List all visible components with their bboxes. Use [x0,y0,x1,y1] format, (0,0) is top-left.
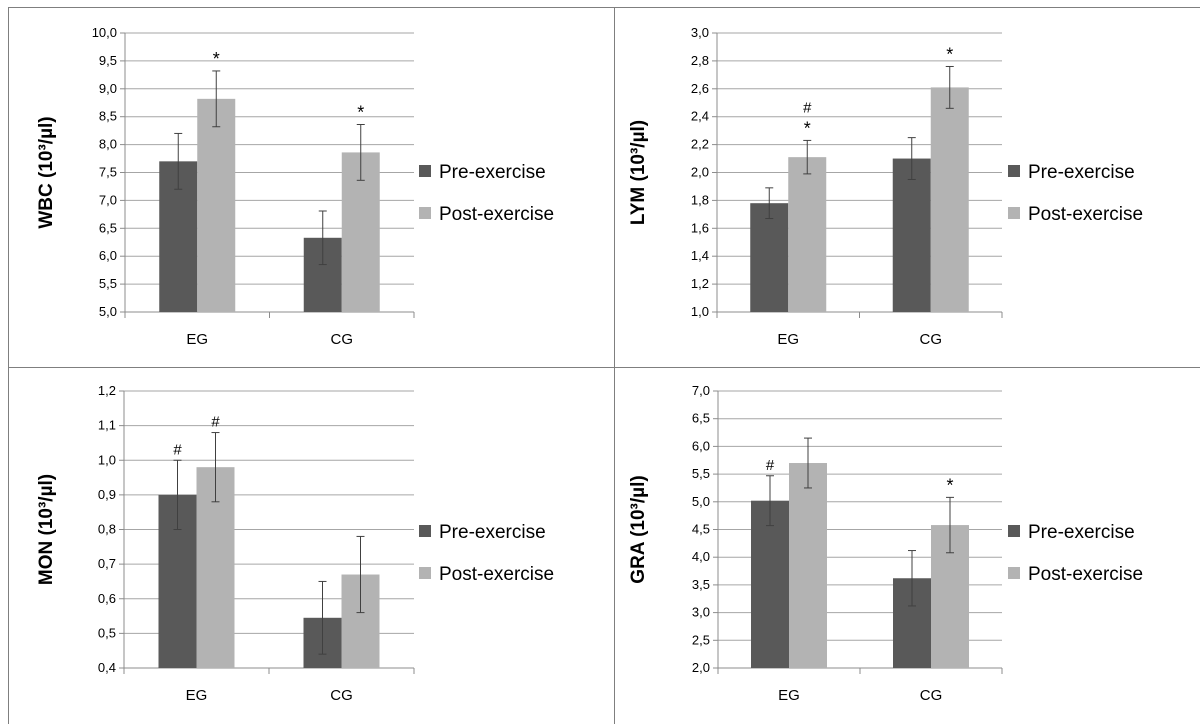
y-tick-label: 9,5 [99,53,117,68]
significance-mark: * [213,49,220,69]
significance-mark: # [173,441,182,458]
y-tick-label: 5,0 [692,494,710,509]
y-tick-label: 6,0 [692,438,710,453]
bar-pre-eg [750,203,789,312]
wbc-chart-svg: 5,0 5,5 6,0 6,5 7,0 7,5 8,0 8,5 9,0 9,5 10,0 EG * CG *… [36,25,554,348]
legend-swatch-post [419,207,431,219]
y-tick-label: 5,5 [692,466,710,481]
significance-mark: * [357,103,364,123]
y-tick-label: 4,5 [692,522,710,537]
y-tick-label: 1,0 [691,304,709,319]
y-tick-label: 8,0 [99,137,117,152]
bar-post-eg [789,463,827,668]
y-tick-label: 2,0 [692,660,710,675]
significance-mark: * [946,44,953,64]
significance-mark: # [211,414,220,431]
y-tick-label: 2,5 [692,632,710,647]
legend-label-pre: Pre-exercise [1028,162,1135,183]
y-tick-label: 1,0 [98,452,116,467]
y-tick-label: 5,0 [99,304,117,319]
y-tick-label: 10,0 [92,25,117,40]
y-tick-label: 6,5 [99,220,117,235]
legend-label-post: Post-exercise [439,204,554,225]
lym-chart-svg: 1,0 1,2 1,4 1,6 1,8 2,0 2,2 2,4 2,6 2,8 3,0 EG # * CG *… [628,25,1143,348]
y-tick-label: 7,0 [692,383,710,398]
y-tick-label: 1,2 [691,276,709,291]
significance-mark: # [803,99,812,116]
frame-horizontal-divider [8,367,1200,368]
mon-chart-panel: 0,4 0,5 0,6 0,7 0,8 0,9 1,0 1,1 1,2 EG # # CG MON (10… [9,368,614,724]
x-tick-label: CG [920,331,943,348]
y-tick-label: 2,0 [691,165,709,180]
y-tick-label: 1,2 [98,383,116,398]
x-tick-label: EG [778,687,800,704]
y-tick-label: 2,2 [691,137,709,152]
y-tick-label: 6,0 [99,248,117,263]
y-tick-label: 9,0 [99,81,117,96]
x-tick-label: CG [331,331,354,348]
x-tick-label: CG [330,687,353,704]
y-tick-label: 5,5 [99,276,117,291]
bar-post-eg [788,157,827,312]
y-tick-label: 7,0 [99,192,117,207]
y-tick-label: 2,6 [691,81,709,96]
y-tick-label: 3,0 [692,605,710,620]
legend-label-pre: Pre-exercise [1028,522,1135,543]
y-tick-label: 0,8 [98,522,116,537]
y-axis-title: GRA (10³/µl) [628,475,649,583]
y-tick-label: 0,7 [98,556,116,571]
x-tick-label: EG [186,331,208,348]
legend-swatch-pre [1008,165,1020,177]
bar-post-cg [930,87,969,312]
y-tick-label: 3,5 [692,577,710,592]
y-tick-label: 0,6 [98,591,116,606]
x-tick-label: EG [777,331,799,348]
x-tick-label: CG [920,687,943,704]
y-axis-title: LYM (10³/µl) [628,120,649,225]
legend-label-post: Post-exercise [1028,564,1143,585]
y-tick-label: 7,5 [99,165,117,180]
legend-swatch-pre [419,165,431,177]
legend-label-post: Post-exercise [439,564,554,585]
y-tick-label: 2,4 [691,109,709,124]
bar-pre-eg [751,500,789,668]
y-tick-label: 0,5 [98,625,116,640]
frame-left [8,7,9,724]
legend-swatch-post [419,567,431,579]
y-axis-title: WBC (10³/µl) [36,116,57,228]
significance-mark: # [766,457,775,474]
lym-chart-panel: 1,0 1,2 1,4 1,6 1,8 2,0 2,2 2,4 2,6 2,8 3,0 EG # * CG *… [615,8,1200,367]
legend-swatch-pre [1008,525,1020,537]
legend-label-post: Post-exercise [1028,204,1143,225]
y-tick-label: 8,5 [99,109,117,124]
y-tick-label: 1,1 [98,418,116,433]
bar-post-eg [197,98,236,313]
significance-mark: * [804,118,811,138]
significance-mark: * [946,475,953,495]
gra-chart-svg: 2,0 2,5 3,0 3,5 4,0 4,5 5,0 5,5 6,0 6,5 7,0 EG # CG * G… [628,383,1143,704]
y-tick-label: 2,8 [691,53,709,68]
y-tick-label: 3,0 [691,25,709,40]
legend-label-pre: Pre-exercise [439,162,546,183]
y-tick-label: 1,6 [691,220,709,235]
frame-top [8,7,1200,8]
y-tick-label: 4,0 [692,549,710,564]
legend-swatch-post [1008,567,1020,579]
gra-chart-panel: 2,0 2,5 3,0 3,5 4,0 4,5 5,0 5,5 6,0 6,5 7,0 EG # CG * G… [615,368,1200,724]
y-tick-label: 0,4 [98,660,116,675]
wbc-chart-panel: 5,0 5,5 6,0 6,5 7,0 7,5 8,0 8,5 9,0 9,5 10,0 EG * CG *… [9,8,614,367]
bar-pre-cg [892,158,931,312]
y-axis-title: MON (10³/µl) [36,474,57,585]
y-tick-label: 1,4 [691,248,709,263]
y-tick-label: 6,5 [692,411,710,426]
frame-vertical-divider [614,7,615,724]
x-tick-label: EG [186,687,208,704]
legend-label-pre: Pre-exercise [439,522,546,543]
legend-swatch-pre [419,525,431,537]
y-tick-label: 1,8 [691,192,709,207]
mon-chart-svg: 0,4 0,5 0,6 0,7 0,8 0,9 1,0 1,1 1,2 EG # # CG MON (10… [36,383,554,704]
y-tick-label: 0,9 [98,487,116,502]
legend-swatch-post [1008,207,1020,219]
